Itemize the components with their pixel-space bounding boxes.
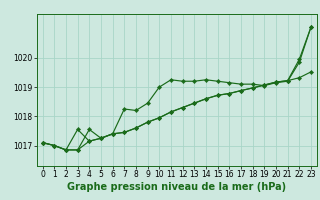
X-axis label: Graphe pression niveau de la mer (hPa): Graphe pression niveau de la mer (hPa) <box>67 182 286 192</box>
